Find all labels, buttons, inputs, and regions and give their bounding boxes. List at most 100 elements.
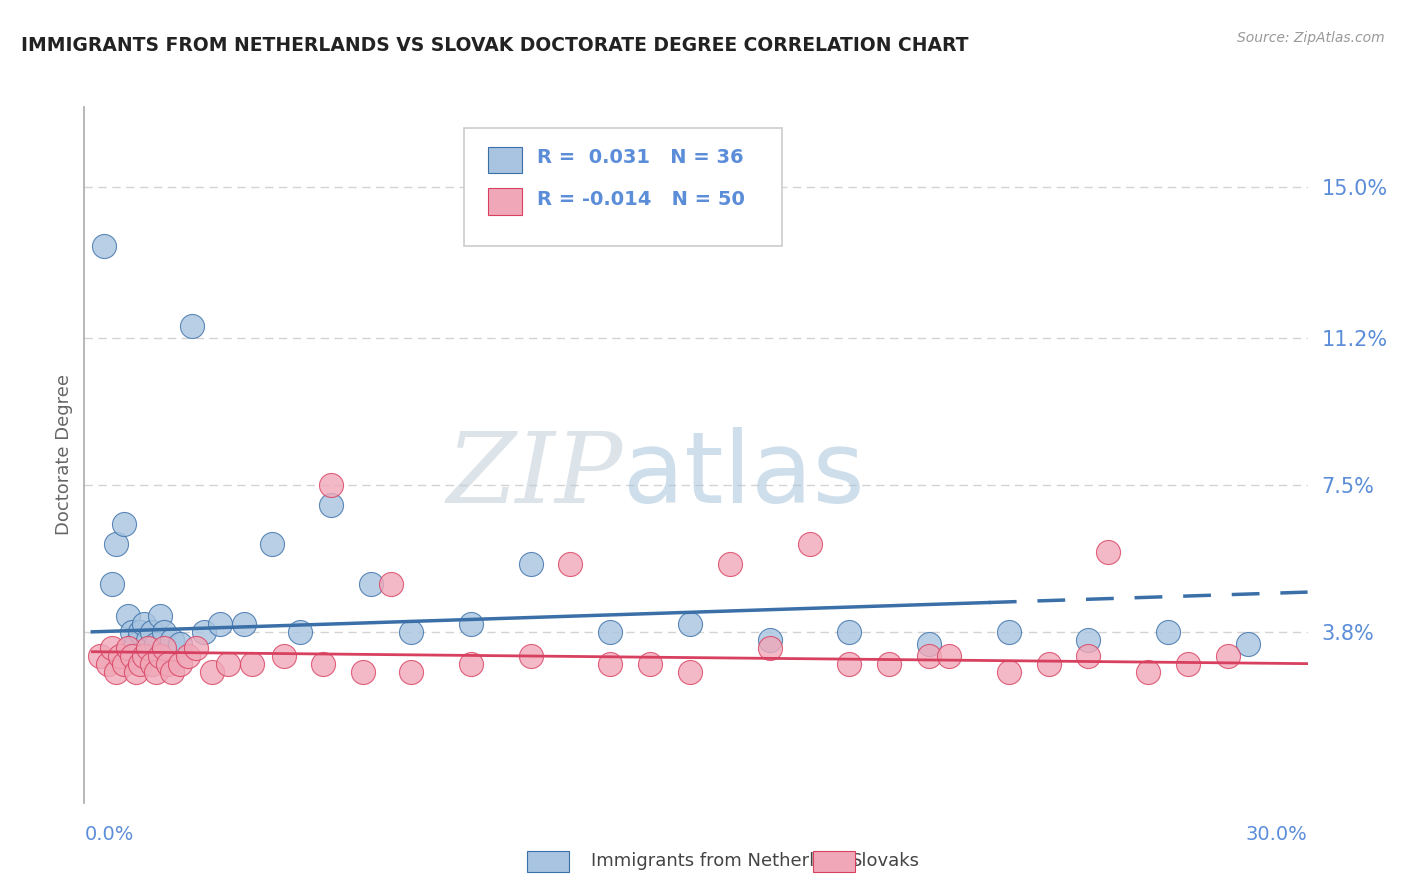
Bar [488,146,522,173]
Point [125,665,148,679]
Point [134,648,156,663]
Point [110,648,132,663]
Point [149,648,172,663]
Point [997,665,1019,679]
Point [145,637,167,651]
Y-axis label: Doctorate Degree: Doctorate Degree [55,375,73,535]
Point [1137,665,1160,679]
Point [145,665,167,679]
Point [1236,637,1258,651]
Point [360,577,382,591]
Point [260,537,283,551]
Point [134,616,156,631]
FancyBboxPatch shape [464,128,782,246]
Point [153,624,176,639]
Point [599,657,621,671]
Point [93,239,115,253]
Point [273,648,295,663]
Point [638,657,661,671]
Text: atlas: atlas [623,427,865,524]
Point [157,657,180,671]
Point [153,640,176,655]
Text: 0.0%: 0.0% [84,825,134,844]
Text: IMMIGRANTS FROM NETHERLANDS VS SLOVAK DOCTORATE DEGREE CORRELATION CHART: IMMIGRANTS FROM NETHERLANDS VS SLOVAK DO… [21,36,969,54]
Point [105,665,128,679]
Point [799,537,821,551]
Point [1216,648,1239,663]
Point [1038,657,1060,671]
Point [877,657,900,671]
Point [240,657,263,671]
Point [181,318,204,333]
Point [399,665,422,679]
Point [177,648,200,663]
Text: Slovaks: Slovaks [851,852,920,870]
Point [208,616,231,631]
Text: R =  0.031   N = 36: R = 0.031 N = 36 [537,148,744,167]
Point [938,648,960,663]
Point [560,558,582,572]
Point [352,665,374,679]
Point [184,640,207,655]
Point [1077,632,1099,647]
Point [149,609,172,624]
Point [141,624,163,639]
Point [399,624,422,639]
Point [1097,545,1119,559]
Point [121,648,143,663]
Text: 30.0%: 30.0% [1246,825,1308,844]
Text: R = -0.014   N = 50: R = -0.014 N = 50 [537,190,745,209]
Point [519,558,541,572]
Point [136,632,159,647]
Point [321,498,343,512]
Point [112,657,135,671]
Point [141,657,163,671]
Point [758,640,780,655]
Point [918,648,941,663]
Point [460,657,482,671]
Point [117,609,139,624]
Point [97,657,120,671]
Point [997,624,1019,639]
Point [129,657,152,671]
Point [1077,648,1099,663]
Point [89,648,111,663]
Point [117,640,139,655]
Point [232,616,254,631]
Point [918,637,941,651]
Point [112,517,135,532]
Point [169,637,191,651]
Point [193,624,215,639]
Point [599,624,621,639]
Point [519,648,541,663]
Bar [488,188,522,215]
Text: Source: ZipAtlas.com: Source: ZipAtlas.com [1237,31,1385,45]
Text: Immigrants from Netherlands: Immigrants from Netherlands [591,852,858,870]
Point [105,537,128,551]
Point [101,640,124,655]
Point [125,637,148,651]
Point [160,632,183,647]
Point [679,616,702,631]
Point [838,624,860,639]
Point [101,577,124,591]
Point [758,632,780,647]
Point [838,657,860,671]
Text: ZIP: ZIP [446,428,623,524]
Point [1157,624,1180,639]
Point [321,477,343,491]
Point [312,657,335,671]
Point [380,577,402,591]
Point [121,624,143,639]
Point [201,665,224,679]
Point [160,665,183,679]
Point [217,657,239,671]
Point [718,558,741,572]
Point [169,657,191,671]
Point [679,665,702,679]
Point [136,640,159,655]
Point [129,624,152,639]
Point [460,616,482,631]
Point [1177,657,1199,671]
Point [288,624,311,639]
